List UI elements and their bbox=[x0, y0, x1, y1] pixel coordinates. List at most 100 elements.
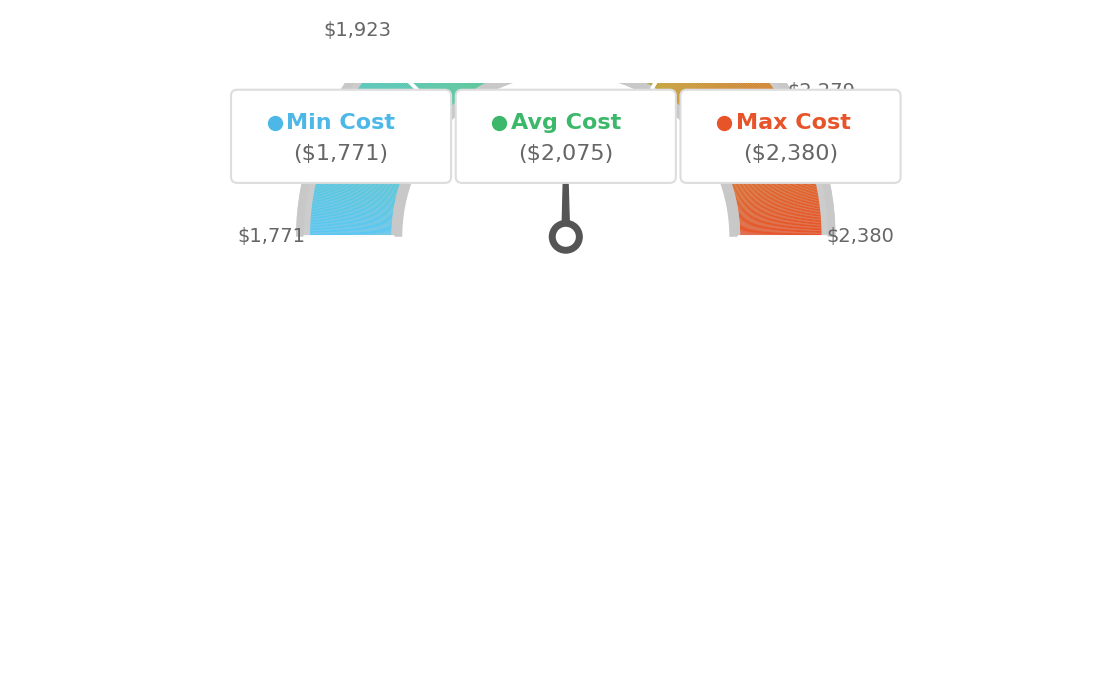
Wedge shape bbox=[449, 10, 488, 82]
Wedge shape bbox=[311, 215, 392, 223]
Wedge shape bbox=[624, 0, 652, 74]
Wedge shape bbox=[372, 70, 434, 124]
Wedge shape bbox=[418, 28, 466, 95]
Wedge shape bbox=[475, 0, 505, 75]
Wedge shape bbox=[729, 146, 805, 176]
Wedge shape bbox=[630, 1, 661, 76]
Wedge shape bbox=[696, 68, 757, 122]
Wedge shape bbox=[410, 35, 459, 100]
Wedge shape bbox=[660, 23, 705, 92]
Wedge shape bbox=[546, 0, 554, 64]
Wedge shape bbox=[657, 20, 700, 90]
Wedge shape bbox=[452, 9, 489, 82]
Text: ($2,075): ($2,075) bbox=[518, 144, 614, 164]
Wedge shape bbox=[577, 0, 585, 64]
Wedge shape bbox=[638, 6, 673, 79]
Wedge shape bbox=[365, 77, 431, 129]
Wedge shape bbox=[566, 0, 569, 63]
Wedge shape bbox=[715, 106, 786, 148]
FancyBboxPatch shape bbox=[456, 90, 676, 183]
Wedge shape bbox=[322, 157, 401, 184]
Wedge shape bbox=[613, 0, 636, 70]
Wedge shape bbox=[655, 18, 698, 88]
Wedge shape bbox=[578, 0, 586, 64]
Wedge shape bbox=[635, 3, 669, 78]
Wedge shape bbox=[415, 30, 464, 97]
Wedge shape bbox=[482, 0, 510, 73]
Wedge shape bbox=[328, 141, 404, 173]
Wedge shape bbox=[688, 56, 746, 115]
Wedge shape bbox=[716, 109, 787, 150]
Wedge shape bbox=[721, 120, 794, 158]
Wedge shape bbox=[693, 63, 753, 119]
Wedge shape bbox=[730, 152, 807, 180]
Wedge shape bbox=[580, 0, 588, 64]
Wedge shape bbox=[649, 13, 689, 85]
Wedge shape bbox=[593, 0, 607, 66]
Wedge shape bbox=[330, 136, 406, 169]
Wedge shape bbox=[601, 0, 618, 67]
Wedge shape bbox=[456, 7, 491, 81]
Circle shape bbox=[549, 220, 583, 254]
Wedge shape bbox=[316, 184, 395, 202]
Wedge shape bbox=[423, 25, 469, 93]
Wedge shape bbox=[671, 34, 721, 99]
Wedge shape bbox=[381, 61, 440, 117]
Wedge shape bbox=[393, 48, 449, 109]
Wedge shape bbox=[707, 88, 774, 136]
Wedge shape bbox=[570, 0, 574, 63]
Wedge shape bbox=[662, 26, 710, 94]
Wedge shape bbox=[339, 117, 412, 156]
Wedge shape bbox=[329, 139, 405, 171]
Wedge shape bbox=[335, 127, 408, 163]
Wedge shape bbox=[431, 21, 475, 90]
Wedge shape bbox=[330, 137, 405, 170]
Wedge shape bbox=[314, 190, 394, 206]
Wedge shape bbox=[560, 0, 563, 63]
Wedge shape bbox=[537, 0, 548, 65]
Wedge shape bbox=[694, 65, 755, 121]
Wedge shape bbox=[740, 216, 820, 224]
Wedge shape bbox=[586, 0, 598, 65]
Wedge shape bbox=[737, 189, 817, 206]
Wedge shape bbox=[315, 186, 395, 204]
Wedge shape bbox=[420, 28, 467, 95]
Wedge shape bbox=[582, 0, 592, 64]
Wedge shape bbox=[679, 44, 734, 106]
Wedge shape bbox=[384, 57, 443, 115]
Wedge shape bbox=[723, 127, 797, 163]
Wedge shape bbox=[510, 0, 529, 68]
Wedge shape bbox=[686, 52, 743, 112]
Wedge shape bbox=[597, 0, 614, 67]
Wedge shape bbox=[364, 79, 429, 130]
Wedge shape bbox=[363, 80, 428, 130]
Wedge shape bbox=[683, 50, 740, 110]
Wedge shape bbox=[739, 206, 820, 217]
Wedge shape bbox=[361, 83, 426, 133]
Wedge shape bbox=[367, 76, 431, 128]
Wedge shape bbox=[444, 12, 484, 84]
Wedge shape bbox=[425, 24, 470, 92]
Wedge shape bbox=[571, 0, 575, 63]
Wedge shape bbox=[737, 193, 818, 208]
Wedge shape bbox=[443, 13, 482, 85]
Wedge shape bbox=[587, 0, 599, 65]
Wedge shape bbox=[567, 0, 571, 63]
Wedge shape bbox=[702, 79, 767, 130]
Wedge shape bbox=[731, 155, 808, 182]
Text: $2,380: $2,380 bbox=[827, 227, 894, 246]
Wedge shape bbox=[658, 21, 703, 90]
Wedge shape bbox=[728, 140, 803, 172]
Wedge shape bbox=[719, 116, 792, 155]
Wedge shape bbox=[395, 46, 450, 108]
Wedge shape bbox=[718, 113, 790, 153]
Wedge shape bbox=[739, 197, 819, 210]
Wedge shape bbox=[633, 2, 666, 77]
Wedge shape bbox=[588, 0, 601, 65]
Wedge shape bbox=[712, 98, 781, 143]
Wedge shape bbox=[729, 148, 806, 177]
Wedge shape bbox=[502, 0, 523, 69]
Wedge shape bbox=[382, 59, 440, 117]
Wedge shape bbox=[726, 139, 803, 171]
Wedge shape bbox=[320, 164, 399, 188]
